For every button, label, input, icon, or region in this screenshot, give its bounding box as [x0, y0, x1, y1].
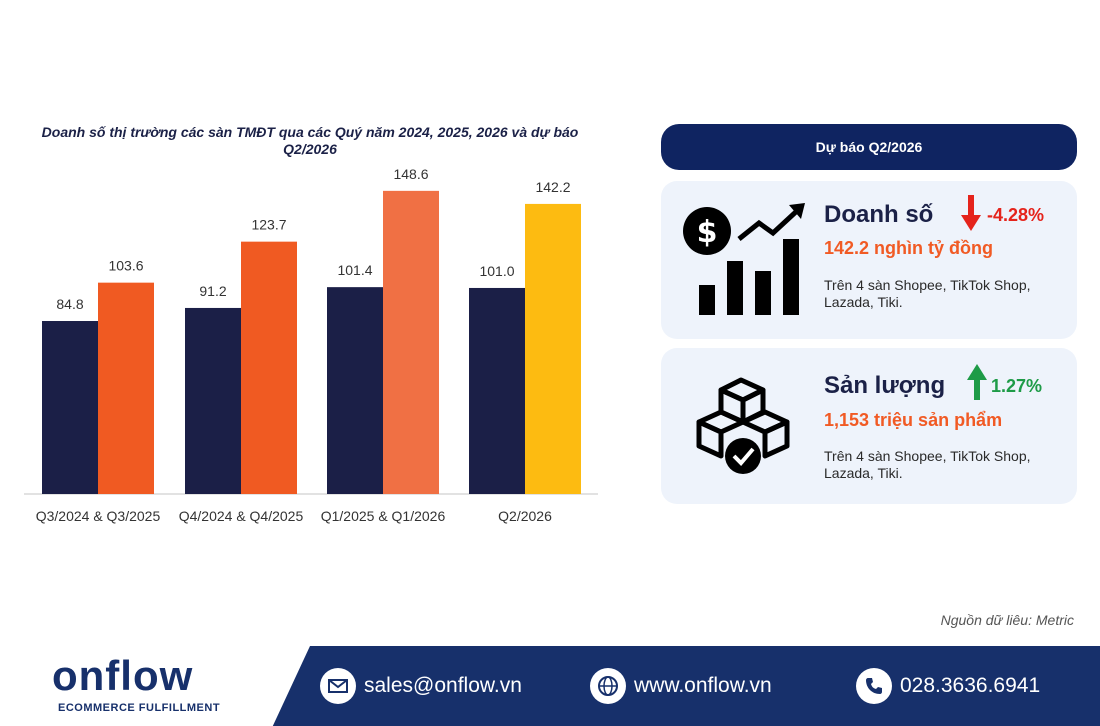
volume-title: Sản lượng: [824, 372, 946, 399]
volume-note: Trên 4 sàn Shopee, TikTok Shop, Lazada, …: [824, 448, 1031, 481]
email-text: sales@onflow.vn: [364, 674, 522, 697]
bar-value-label: 91.2: [199, 283, 226, 299]
bar-value-label: 101.4: [337, 262, 372, 278]
sales-value: 142.2 nghìn tỷ đồng: [824, 238, 994, 258]
bar-value-label: 142.2: [535, 179, 570, 195]
bar-prev-1: [185, 307, 241, 494]
bar-curr-1: [241, 241, 297, 494]
logo-area: onflow ECOMMERCE FULFILLMENT: [0, 646, 310, 726]
forecast-header: Dự báo Q2/2026: [661, 124, 1077, 170]
globe-icon: [590, 668, 626, 704]
phone-text: 028.3636.6941: [900, 674, 1041, 697]
category-label: Q4/2024 & Q4/2025: [179, 508, 304, 524]
email-contact[interactable]: sales@onflow.vn: [320, 668, 522, 704]
bar-value-label: 101.0: [479, 263, 514, 279]
bar-curr-3: [525, 203, 581, 495]
svg-text:$: $: [697, 215, 718, 250]
mail-icon: [320, 668, 356, 704]
dollar-growth-chart-icon: $: [683, 203, 805, 315]
sales-change: -4.28%: [987, 205, 1045, 225]
volume-change: 1.27%: [991, 376, 1043, 396]
sales-title: Doanh số: [824, 201, 934, 228]
arrow-up-icon: [967, 364, 987, 400]
bar-curr-0: [98, 282, 154, 494]
bar-value-label: 84.8: [56, 296, 83, 312]
sales-card: $ Doanh số -4.28% 142.2 nghìn tỷ đồng Tr…: [661, 181, 1077, 339]
chart-title: Doanh số thị trường các sàn TMĐT qua các…: [41, 124, 579, 157]
phone-icon: [856, 668, 892, 704]
bar-prev-2: [327, 287, 383, 494]
sales-note: Trên 4 sàn Shopee, TikTok Shop, Lazada, …: [824, 277, 1031, 310]
website-text: www.onflow.vn: [634, 674, 772, 697]
bar-chart: 84.8 103.6 Q3/2024 & Q3/2025 91.2 123.7 Q4/20…: [24, 166, 598, 524]
footer: onflow ECOMMERCE FULFILLMENT sales@onflo…: [0, 646, 1100, 726]
phone-contact[interactable]: 028.3636.6941: [856, 668, 1040, 704]
bar-value-label: 148.6: [393, 166, 428, 182]
logo-tagline: ECOMMERCE FULFILLMENT: [58, 702, 221, 714]
volume-card: Sản lượng 1.27% 1,153 triệu sản phẩm Trê…: [661, 348, 1077, 504]
bar-value-label: 103.6: [108, 258, 143, 274]
bar-prev-3: [469, 287, 525, 494]
logo: onflow: [52, 652, 194, 699]
category-label: Q1/2025 & Q1/2026: [321, 508, 446, 524]
category-label: Q2/2026: [498, 508, 552, 524]
bar-value-label: 123.7: [251, 217, 286, 233]
boxes-check-icon: [696, 377, 790, 474]
arrow-down-icon: [961, 195, 981, 231]
website-contact[interactable]: www.onflow.vn: [590, 668, 772, 704]
category-label: Q3/2024 & Q3/2025: [36, 508, 161, 524]
bar-curr-2: [383, 190, 439, 494]
volume-value: 1,153 triệu sản phẩm: [824, 410, 1003, 430]
source-note: Nguồn dữ liêu: Metric: [940, 612, 1074, 628]
bar-prev-0: [42, 321, 98, 494]
